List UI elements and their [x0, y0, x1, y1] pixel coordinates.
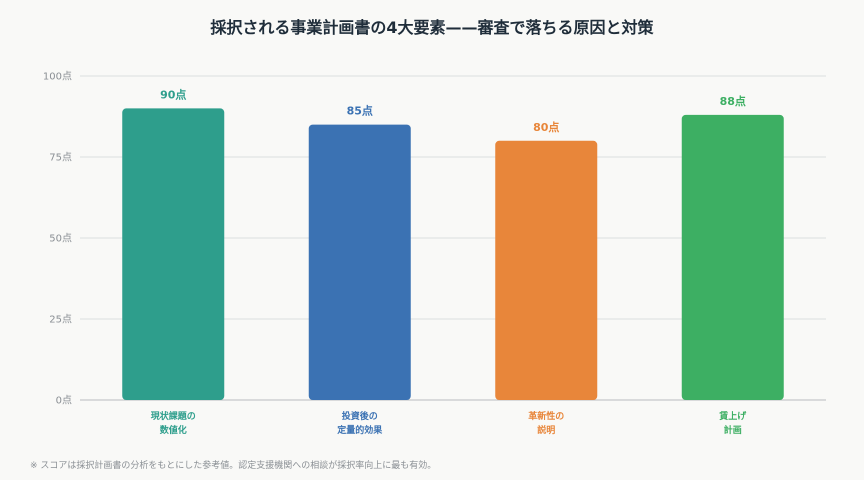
x-tick-label: 投資後の定量的効果	[336, 410, 383, 436]
bar	[495, 140, 598, 401]
data-label: 88点	[720, 94, 746, 108]
y-tick-label: 25点	[49, 314, 72, 326]
y-axis-tick-labels: 0点 25点 50点 75点 100点	[43, 71, 72, 407]
x-axis-tick-labels: 現状課題の数値化 投資後の定量的効果 革新性の説明 賃上げ計画	[151, 410, 748, 436]
data-label: 80点	[533, 120, 559, 134]
footnote: ※ スコアは採択計画書の分析をもとにした参考値。認定支援機関への相談が採択率向上…	[30, 461, 437, 471]
y-tick-label: 75点	[49, 152, 72, 164]
x-tick-label: 現状課題の数値化	[151, 410, 196, 436]
bar	[681, 114, 784, 400]
y-tick-label: 100点	[43, 71, 72, 83]
data-label: 85点	[347, 104, 373, 118]
y-tick-label: 50点	[49, 233, 72, 245]
data-label: 90点	[160, 87, 186, 101]
bar	[308, 124, 411, 400]
y-tick-label: 0点	[56, 395, 72, 407]
bars	[122, 108, 784, 401]
data-labels: 90点 85点 80点 88点	[160, 87, 746, 133]
chart-title: 採択される事業計画書の4大要素——審査で落ちる原因と対策	[210, 18, 654, 37]
x-tick-label: 賃上げ計画	[718, 410, 747, 436]
x-tick-label: 革新性の説明	[528, 410, 564, 436]
bar	[122, 108, 225, 401]
